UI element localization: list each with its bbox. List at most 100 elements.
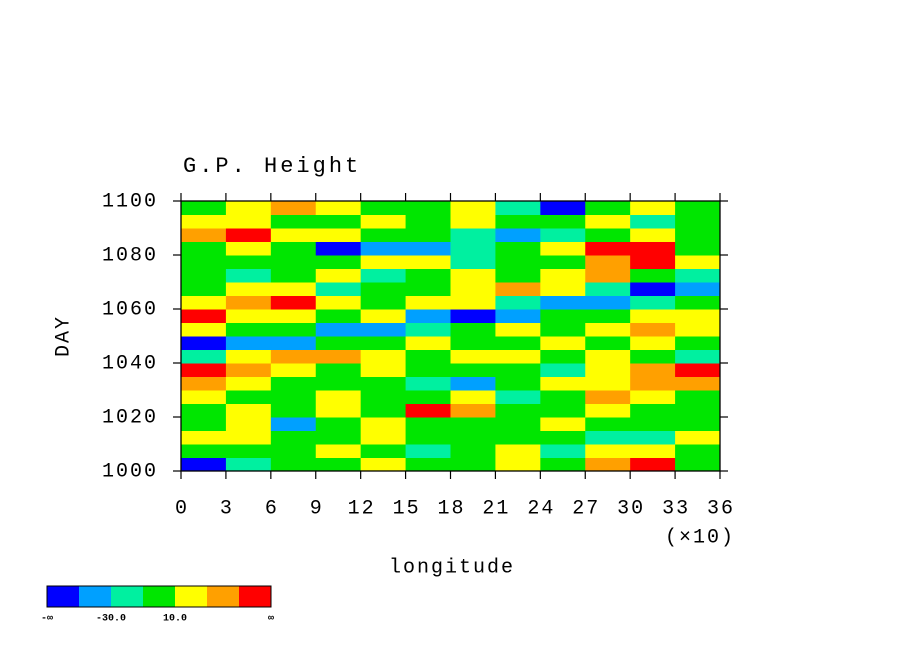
heat-cell: [540, 457, 586, 472]
heat-cell: [360, 255, 407, 269]
heat-cell: [360, 403, 407, 418]
heat-cell: [360, 268, 407, 283]
heat-cell: [360, 336, 407, 350]
heat-cell: [225, 214, 272, 229]
heat-cell: [675, 363, 721, 377]
heat-cell: [405, 430, 451, 445]
heat-cell: [270, 430, 317, 445]
heat-cell: [181, 201, 227, 215]
heat-cell: [675, 376, 721, 391]
y-tick-label: 1060: [102, 298, 158, 321]
heat-cell: [360, 349, 407, 364]
heat-cell: [360, 376, 407, 391]
heat-cell: [675, 228, 721, 242]
heat-cell: [540, 403, 586, 418]
heat-cell: [315, 363, 362, 377]
heat-cell: [270, 390, 317, 404]
x-tick-label: 3: [220, 497, 234, 520]
heat-cell: [630, 403, 676, 418]
heat-cell: [495, 457, 541, 472]
heat-cell: [315, 376, 362, 391]
heat-cell: [585, 376, 631, 391]
heat-cell: [225, 376, 272, 391]
heat-cell: [181, 268, 227, 283]
heat-cell: [495, 444, 541, 458]
heat-cell: [225, 309, 272, 323]
heat-cell: [585, 363, 631, 377]
colorbar-label: 10.0: [163, 614, 187, 625]
heat-cell: [405, 403, 451, 418]
heat-cell: [181, 457, 227, 472]
heat-cell: [585, 241, 631, 256]
colorbar-swatch: [143, 586, 175, 607]
heat-cell: [495, 228, 541, 242]
heat-cell: [315, 322, 362, 337]
heat-cell: [225, 322, 272, 337]
heat-cell: [540, 417, 586, 431]
heat-cell: [630, 376, 676, 391]
heat-cell: [450, 268, 496, 283]
heat-cell: [315, 417, 362, 431]
heat-cell: [495, 282, 541, 296]
heat-cell: [405, 268, 451, 283]
heat-cell: [450, 376, 496, 391]
heat-cell: [270, 457, 317, 472]
heat-cell: [630, 309, 676, 323]
x-tick-label: 18: [437, 497, 465, 520]
heat-cell: [630, 336, 676, 350]
heat-cell: [450, 228, 496, 242]
heat-cell: [270, 336, 317, 350]
heat-cell: [270, 417, 317, 431]
heat-cell: [540, 349, 586, 364]
heat-cell: [585, 430, 631, 445]
heat-cell: [675, 444, 721, 458]
heat-cell: [450, 403, 496, 418]
heat-cell: [450, 363, 496, 377]
heat-cell: [585, 201, 631, 215]
heat-cell: [450, 457, 496, 472]
heat-cell: [540, 430, 586, 445]
y-tick-label: 1020: [102, 406, 158, 429]
heat-cell: [630, 201, 676, 215]
heat-cell: [181, 417, 227, 431]
heat-cell: [450, 390, 496, 404]
heat-cell: [315, 255, 362, 269]
heat-cell: [360, 390, 407, 404]
heat-cell: [675, 201, 721, 215]
heat-cell: [630, 268, 676, 283]
heat-cell: [630, 349, 676, 364]
heat-cell: [630, 241, 676, 256]
y-tick-label: 1100: [102, 190, 158, 213]
heat-cell: [360, 417, 407, 431]
heat-cell: [181, 255, 227, 269]
heat-cell: [225, 228, 272, 242]
heat-cell: [181, 390, 227, 404]
heat-cell: [270, 403, 317, 418]
heat-cell: [405, 336, 451, 350]
y-tick-label: 1040: [102, 352, 158, 375]
heat-cell: [675, 255, 721, 269]
heat-cell: [495, 336, 541, 350]
heat-cell: [585, 457, 631, 472]
heat-cell: [405, 201, 451, 215]
heat-cell: [181, 430, 227, 445]
heat-cell: [181, 241, 227, 256]
heat-cell: [270, 214, 317, 229]
heat-cell: [270, 309, 317, 323]
heat-cell: [540, 322, 586, 337]
x-multiplier: (×10): [665, 526, 735, 549]
heat-cell: [405, 417, 451, 431]
heat-cell: [585, 390, 631, 404]
heat-cell: [450, 241, 496, 256]
heat-cell: [675, 403, 721, 418]
x-tick-label: 24: [527, 497, 555, 520]
heat-cell: [585, 228, 631, 242]
heat-cell: [270, 255, 317, 269]
heat-cell: [630, 363, 676, 377]
heat-cell: [675, 214, 721, 229]
heat-cell: [495, 201, 541, 215]
colorbar-swatch: [111, 586, 143, 607]
x-tick-label: 27: [572, 497, 600, 520]
heat-cell: [585, 403, 631, 418]
heat-cell: [225, 349, 272, 364]
